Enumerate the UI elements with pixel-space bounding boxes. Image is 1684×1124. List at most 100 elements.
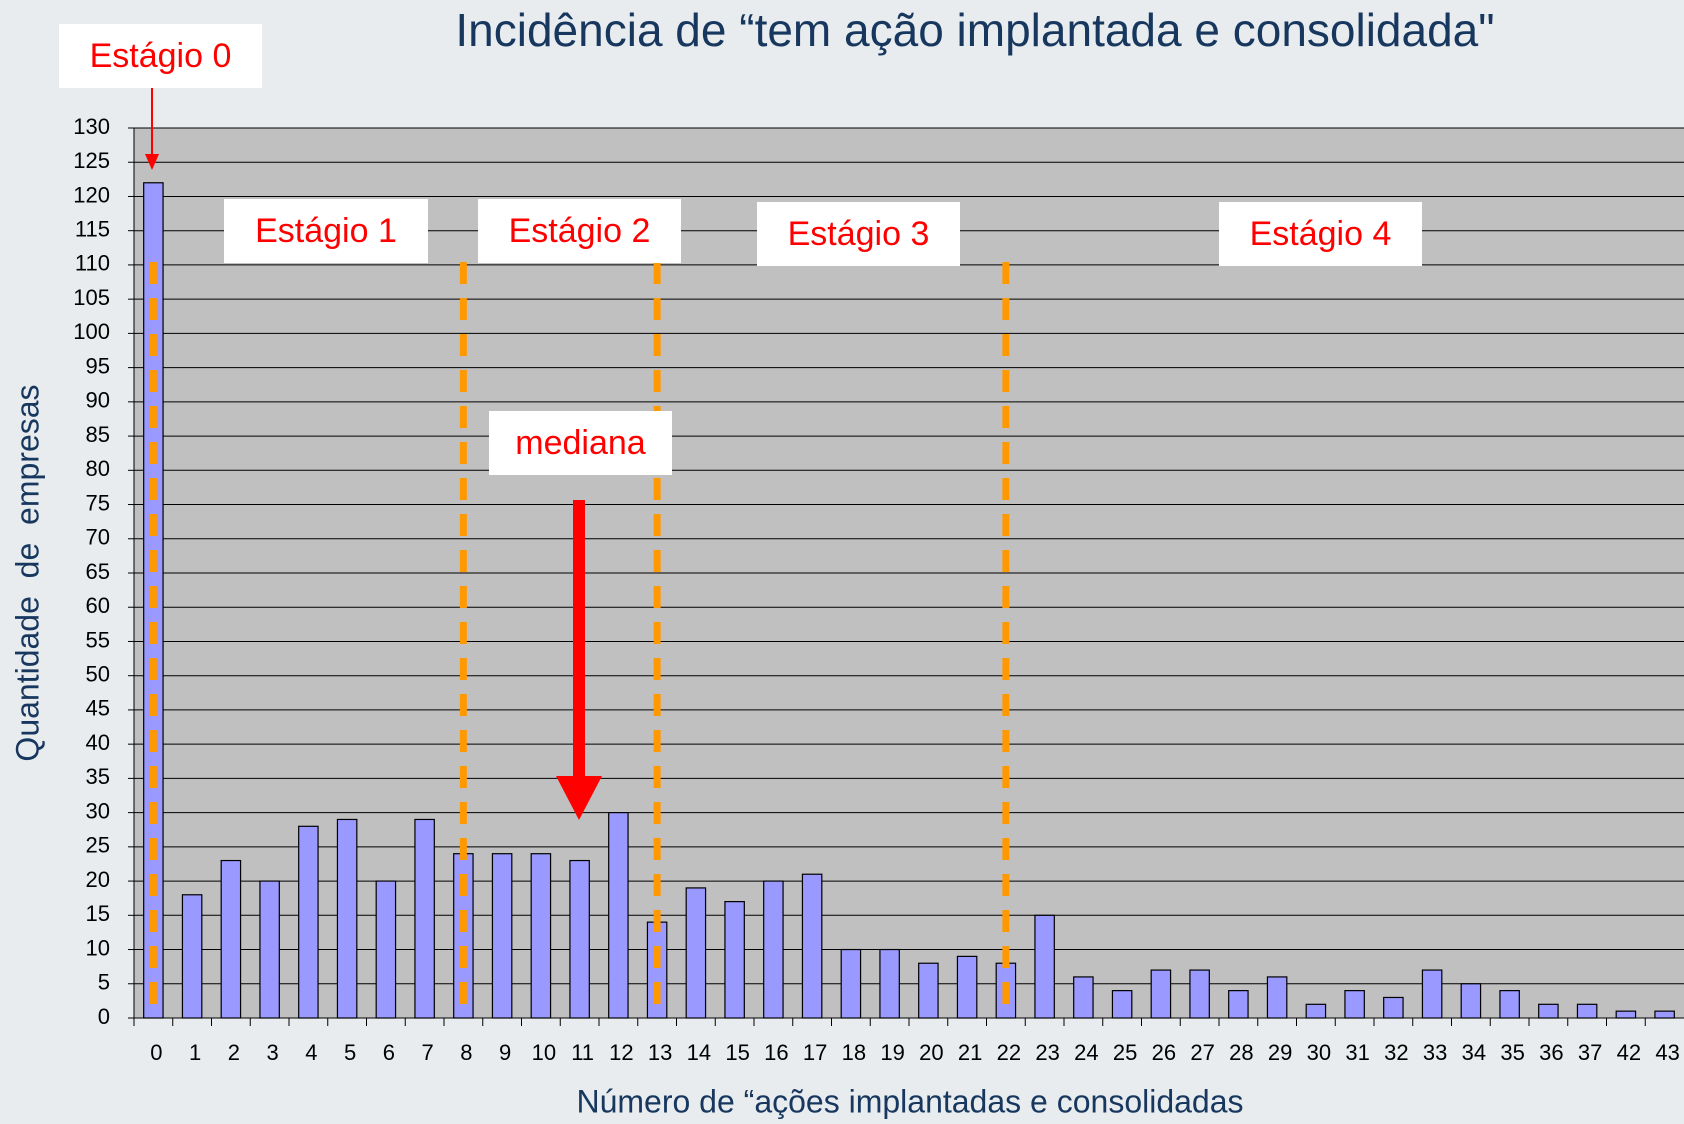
y-tick-label: 115: [75, 217, 110, 242]
y-tick-label: 85: [86, 422, 110, 447]
bar: [181, 894, 203, 1019]
x-tick-label: 33: [1423, 1040, 1447, 1065]
bar: [1111, 990, 1133, 1019]
x-tick-label: 0: [150, 1040, 162, 1065]
y-tick-label: 110: [75, 251, 110, 276]
y-tick-label: 35: [86, 764, 110, 789]
arrow-shaft: [573, 500, 585, 778]
x-tick-label: 23: [1035, 1040, 1059, 1065]
x-tick-label: 31: [1345, 1040, 1369, 1065]
x-tick-label: 17: [803, 1040, 827, 1065]
bar: [608, 812, 629, 1019]
bar: [298, 825, 319, 1019]
bar: [414, 818, 435, 1019]
arrow-head: [556, 776, 602, 820]
x-tick-label: 14: [687, 1040, 711, 1065]
bar: [1344, 990, 1365, 1019]
x-tick-label: 3: [267, 1040, 279, 1065]
x-tick-label: 37: [1578, 1040, 1602, 1065]
y-tick-label: 100: [73, 319, 110, 344]
bar: [491, 853, 513, 1019]
bar: [336, 818, 358, 1019]
bar: [879, 948, 900, 1019]
x-tick-label: 8: [460, 1040, 472, 1065]
y-tick-label: 10: [86, 935, 110, 960]
x-tick-label: 7: [422, 1040, 434, 1065]
x-tick-label: 12: [609, 1040, 633, 1065]
bar: [1189, 969, 1210, 1019]
x-tick-label: 21: [958, 1040, 982, 1065]
y-tick-label: 25: [86, 833, 110, 858]
x-tick-label: 15: [725, 1040, 749, 1065]
arrow-head: [145, 154, 159, 170]
y-tick-label: 60: [86, 593, 110, 618]
annotation: Estágio 1: [224, 199, 428, 263]
x-tick-label: 30: [1307, 1040, 1331, 1065]
bar: [375, 880, 397, 1019]
x-tick-label: 29: [1268, 1040, 1292, 1065]
x-tick-label: 13: [648, 1040, 672, 1065]
x-axis-label: Número de “ações implantadas e consolida…: [576, 1083, 1243, 1119]
x-tick-label: 36: [1539, 1040, 1563, 1065]
bar: [1073, 976, 1094, 1019]
x-tick-label: 32: [1384, 1040, 1408, 1065]
x-tick-label: 5: [344, 1040, 356, 1065]
y-tick-label: 50: [86, 662, 110, 687]
x-tick-label: 10: [532, 1040, 556, 1065]
x-tick-label: 4: [305, 1040, 317, 1065]
x-tick-label: 35: [1500, 1040, 1524, 1065]
bar: [259, 880, 280, 1019]
bar: [1150, 969, 1172, 1019]
bar: [569, 859, 590, 1019]
y-tick-label: 90: [86, 388, 110, 413]
y-tick-label: 55: [86, 627, 110, 652]
annotation: Estágio 3: [757, 202, 960, 266]
y-tick-label: 5: [98, 970, 110, 995]
x-tick-label: 42: [1617, 1040, 1641, 1065]
bar: [801, 873, 823, 1019]
bar: [685, 887, 707, 1019]
y-tick-label: 130: [73, 114, 110, 139]
x-tick-label: 11: [571, 1040, 594, 1065]
x-tick-label: 19: [880, 1040, 904, 1065]
chart-title: Incidência de “tem ação implantada e con…: [455, 4, 1494, 56]
y-tick-label: 0: [98, 1004, 110, 1029]
bar: [763, 880, 784, 1019]
annotation: Estágio 4: [1219, 202, 1422, 266]
y-tick-label: 125: [73, 148, 110, 173]
x-tick-label: 34: [1462, 1040, 1486, 1065]
bar: [724, 901, 745, 1019]
x-tick-label: 25: [1113, 1040, 1137, 1065]
bar: [1305, 1003, 1327, 1019]
y-tick-label: 45: [86, 696, 110, 721]
bar: [1421, 969, 1443, 1019]
x-tick-label: 26: [1152, 1040, 1176, 1065]
bar: [840, 948, 862, 1019]
bar: [1538, 1003, 1559, 1019]
y-tick-label: 75: [86, 490, 110, 515]
bar: [530, 853, 552, 1019]
x-tick-label: 24: [1074, 1040, 1098, 1065]
x-tick-label: 6: [383, 1040, 395, 1065]
annotation: Estágio 0: [59, 24, 262, 88]
y-tick-label: 95: [86, 353, 110, 378]
y-tick-label: 20: [86, 867, 110, 892]
x-tick-label: 2: [228, 1040, 240, 1065]
bar: [956, 955, 978, 1019]
x-tick-label: 28: [1229, 1040, 1253, 1065]
y-tick-label: 70: [86, 525, 110, 550]
bar: [1034, 914, 1055, 1019]
bar: [1228, 990, 1249, 1019]
y-tick-label: 15: [86, 901, 110, 926]
y-tick-label: 80: [86, 456, 110, 481]
bar: [1615, 1010, 1637, 1019]
bar: [1654, 1010, 1675, 1019]
bar: [1383, 996, 1404, 1019]
bar: [1266, 976, 1288, 1019]
y-tick-label: 105: [73, 285, 110, 310]
x-tick-label: 9: [499, 1040, 511, 1065]
bar: [1499, 990, 1520, 1019]
bar: [220, 859, 242, 1019]
